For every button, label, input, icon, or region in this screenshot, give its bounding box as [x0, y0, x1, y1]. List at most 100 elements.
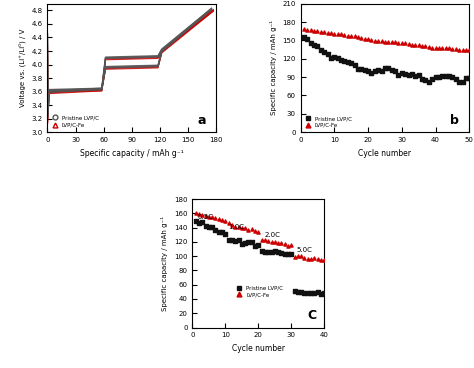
- Point: [317, 47, 325, 53]
- Point: [448, 74, 456, 80]
- Point: [421, 77, 429, 82]
- Point: [465, 75, 473, 81]
- Point: [202, 223, 210, 229]
- Point: [303, 36, 311, 42]
- Point: [462, 47, 470, 53]
- Point: [421, 43, 429, 49]
- Point: [221, 231, 229, 237]
- Point: [219, 217, 226, 223]
- Point: [192, 210, 200, 216]
- Point: [388, 68, 395, 74]
- Point: [334, 31, 341, 37]
- Point: [294, 290, 301, 296]
- Point: [268, 249, 275, 255]
- Point: [364, 68, 372, 74]
- Point: [297, 253, 305, 259]
- Text: 2.0C: 2.0C: [265, 232, 281, 238]
- Point: [241, 225, 249, 231]
- Point: [219, 230, 226, 236]
- Point: [291, 254, 298, 260]
- Point: [231, 238, 239, 244]
- Point: [310, 290, 318, 296]
- Point: [291, 288, 298, 294]
- Point: [307, 290, 315, 296]
- Point: [241, 240, 249, 246]
- Point: [195, 212, 203, 217]
- Point: [195, 220, 203, 226]
- Point: [314, 43, 321, 49]
- Point: [401, 40, 409, 46]
- Point: [394, 40, 402, 46]
- Point: [456, 79, 463, 85]
- Point: [228, 237, 236, 243]
- Point: [320, 257, 328, 263]
- Point: [205, 224, 213, 230]
- Point: [251, 228, 259, 234]
- Point: [425, 79, 433, 85]
- Point: [445, 72, 453, 78]
- Point: [264, 249, 272, 255]
- Text: 1.0C: 1.0C: [228, 224, 245, 230]
- Point: [327, 55, 335, 61]
- Point: [258, 248, 265, 254]
- Point: [294, 253, 301, 259]
- Point: [384, 65, 392, 71]
- Point: [354, 66, 362, 71]
- Point: [215, 216, 223, 222]
- Point: [317, 29, 325, 35]
- Point: [205, 213, 213, 219]
- Point: [209, 224, 216, 230]
- Point: [238, 225, 246, 231]
- Point: [281, 251, 289, 257]
- Point: [300, 26, 308, 32]
- Point: [459, 79, 466, 85]
- Point: [192, 218, 200, 224]
- Point: [255, 229, 262, 235]
- Point: [398, 40, 406, 46]
- Y-axis label: Specific capacity / mAh g⁻¹: Specific capacity / mAh g⁻¹: [270, 21, 277, 116]
- Point: [271, 239, 279, 245]
- Point: [304, 255, 311, 261]
- Point: [251, 243, 259, 249]
- Point: [300, 34, 308, 40]
- Text: 5.0C: 5.0C: [296, 247, 312, 253]
- Point: [278, 240, 285, 246]
- Point: [303, 28, 311, 33]
- Point: [415, 72, 422, 78]
- Point: [378, 68, 385, 74]
- Point: [374, 38, 382, 44]
- Point: [374, 68, 382, 74]
- Point: [261, 249, 269, 255]
- Point: [388, 39, 395, 45]
- Point: [320, 49, 328, 54]
- Point: [330, 31, 338, 37]
- Point: [381, 39, 389, 45]
- Point: [221, 218, 229, 224]
- Point: [357, 35, 365, 40]
- Point: [317, 257, 325, 263]
- Point: [209, 214, 216, 220]
- Point: [354, 34, 362, 40]
- Point: [268, 239, 275, 245]
- Point: [320, 290, 328, 296]
- Point: [347, 33, 355, 39]
- Point: [264, 238, 272, 244]
- Point: [248, 239, 255, 245]
- Point: [442, 45, 449, 51]
- Point: [199, 212, 206, 218]
- Point: [435, 45, 443, 50]
- Point: [391, 39, 399, 45]
- Point: [284, 251, 292, 257]
- Point: [274, 240, 282, 246]
- Point: [344, 59, 352, 65]
- Point: [361, 67, 368, 73]
- X-axis label: Cycle number: Cycle number: [358, 149, 411, 158]
- Point: [428, 45, 436, 50]
- Point: [415, 42, 422, 48]
- Point: [357, 66, 365, 72]
- Point: [398, 70, 406, 76]
- Point: [448, 46, 456, 52]
- Point: [425, 44, 433, 50]
- Point: [301, 255, 308, 261]
- Point: [228, 222, 236, 228]
